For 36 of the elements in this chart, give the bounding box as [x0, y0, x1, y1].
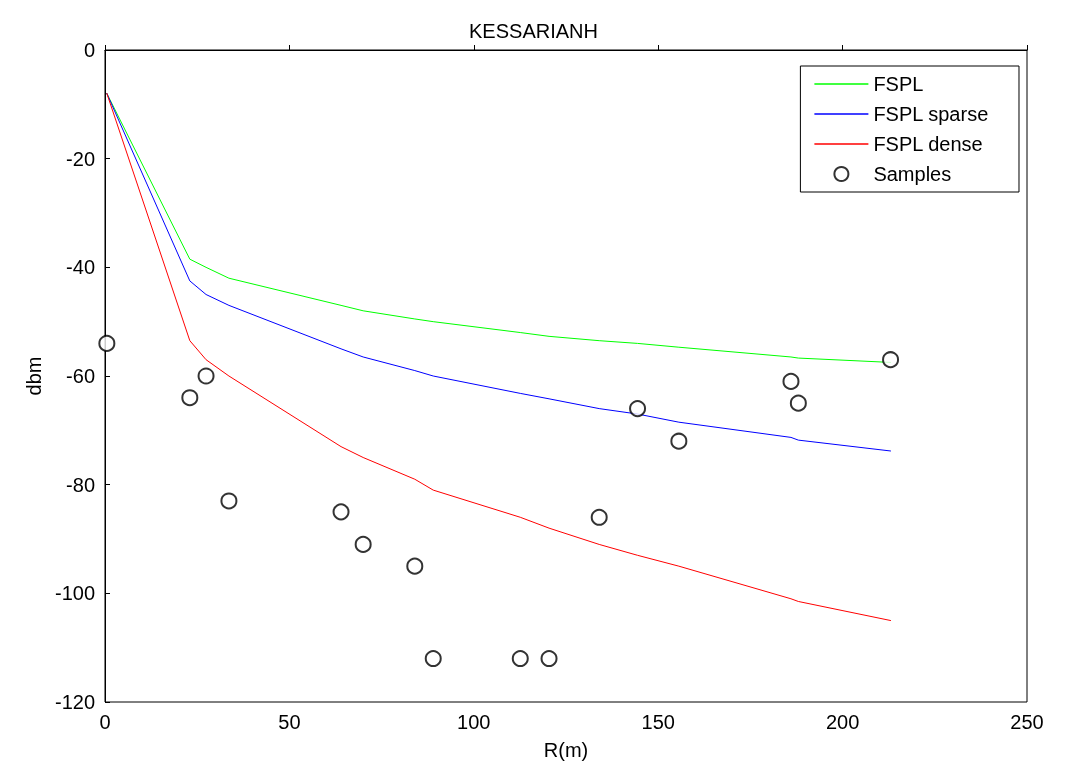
- y-tick-label: -40: [66, 256, 95, 279]
- point: [882, 351, 900, 369]
- point: [629, 400, 647, 418]
- x-tick-label: 50: [278, 711, 301, 733]
- y-tick-label: 0: [83, 39, 95, 61]
- point: [98, 334, 116, 352]
- point: [424, 650, 442, 668]
- point: [670, 432, 688, 450]
- legend-label: FSPL: [873, 73, 924, 95]
- point: [354, 535, 372, 553]
- y-axis-title: dbm: [23, 356, 46, 396]
- point: [220, 492, 238, 510]
- point: [197, 367, 215, 385]
- y-tick-label: -120: [54, 691, 95, 713]
- y-tick-label: -80: [66, 473, 95, 496]
- y-tick-label: -60: [66, 365, 95, 387]
- point: [332, 503, 350, 521]
- point: [406, 557, 424, 575]
- y-tick-label: -20: [66, 147, 95, 170]
- y-tick-label: -100: [54, 582, 95, 605]
- x-tick-label: 200: [825, 711, 860, 733]
- legend-label: FSPL dense: [873, 133, 983, 155]
- x-tick-label: 100: [457, 711, 491, 733]
- point: [789, 394, 807, 412]
- point: [590, 508, 608, 526]
- legend-label: FSPL sparse: [873, 103, 989, 125]
- x-tick-label: 150: [641, 711, 675, 733]
- chart-title: KESSARIANH: [469, 20, 598, 42]
- x-tick-label: 250: [1010, 711, 1044, 733]
- point: [181, 389, 199, 407]
- point: [540, 650, 558, 668]
- x-axis-title: R(m): [543, 739, 589, 761]
- point: [782, 372, 800, 390]
- x-tick-label: 0: [99, 711, 111, 733]
- legend-label: Samples: [873, 163, 952, 185]
- point: [511, 650, 529, 668]
